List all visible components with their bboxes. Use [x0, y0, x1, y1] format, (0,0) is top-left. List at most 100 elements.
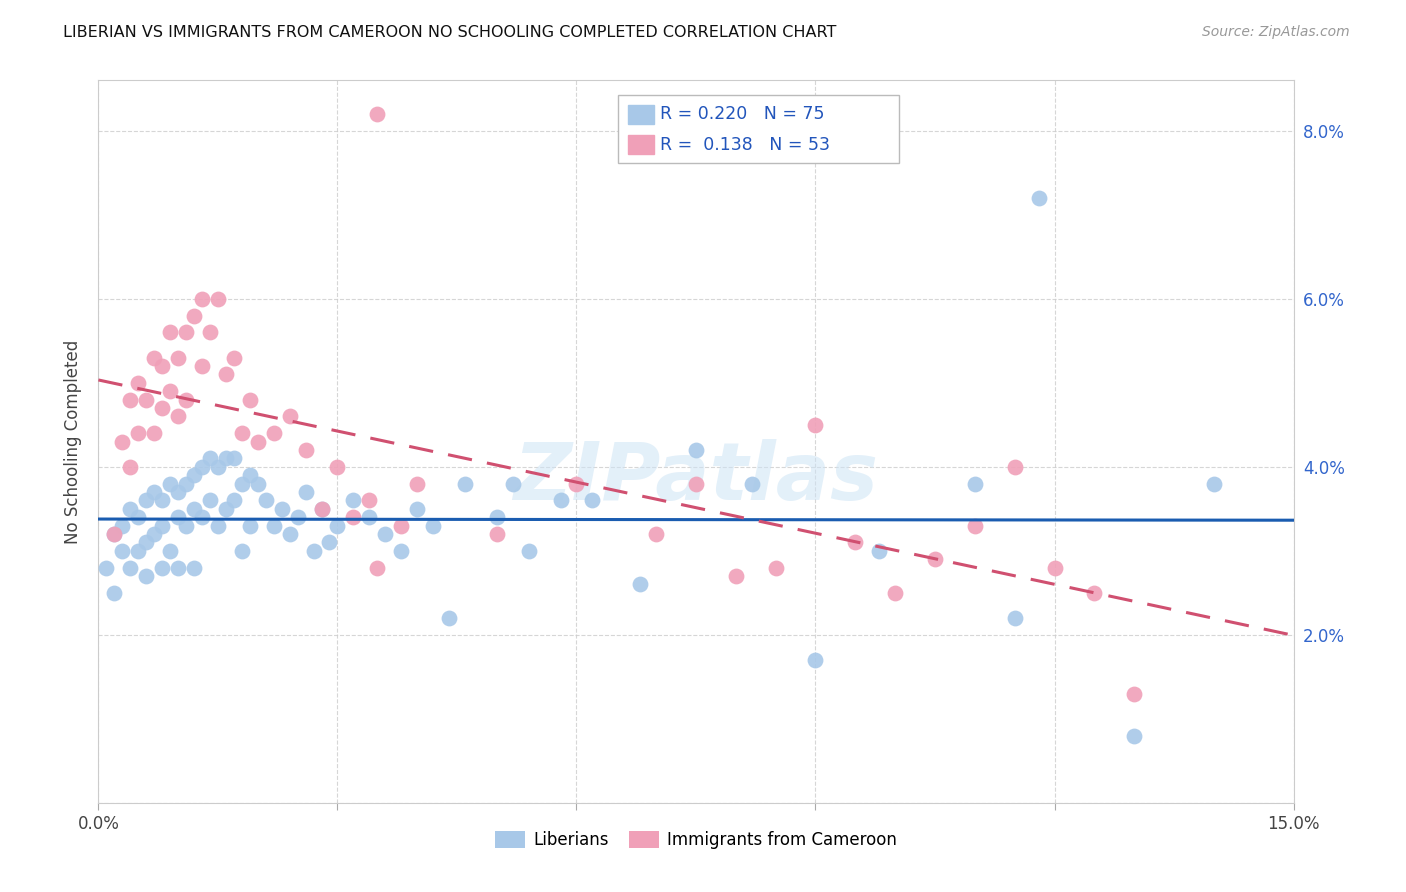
Point — [222, 493, 245, 508]
Point — [143, 426, 166, 441]
Point — [167, 485, 190, 500]
Point — [111, 543, 134, 558]
Point — [246, 476, 269, 491]
Point — [645, 527, 668, 541]
Point — [127, 510, 149, 524]
Point — [294, 442, 316, 457]
Point — [150, 518, 173, 533]
Point — [359, 510, 381, 524]
Point — [207, 292, 229, 306]
Point — [406, 476, 429, 491]
Point — [167, 560, 190, 574]
Point — [389, 518, 412, 533]
Point — [159, 384, 181, 398]
Point — [198, 326, 221, 340]
Point — [183, 309, 205, 323]
Point — [963, 476, 986, 491]
Point — [183, 501, 205, 516]
Point — [239, 518, 262, 533]
Point — [868, 543, 890, 558]
Point — [311, 501, 333, 516]
Point — [437, 611, 460, 625]
Point — [287, 510, 309, 524]
Point — [924, 552, 946, 566]
FancyBboxPatch shape — [628, 105, 654, 124]
Point — [1202, 476, 1225, 491]
Point — [246, 434, 269, 449]
Point — [550, 493, 572, 508]
Point — [1123, 687, 1146, 701]
Point — [239, 392, 262, 407]
FancyBboxPatch shape — [628, 136, 654, 154]
Point — [183, 468, 205, 483]
Point — [191, 292, 214, 306]
Point — [222, 351, 245, 365]
Point — [263, 518, 285, 533]
Point — [207, 459, 229, 474]
Point — [191, 459, 214, 474]
Point — [215, 501, 238, 516]
Point — [103, 527, 125, 541]
Point — [485, 510, 508, 524]
Point — [191, 510, 214, 524]
Point — [254, 493, 277, 508]
Point — [120, 560, 142, 574]
Point — [207, 518, 229, 533]
Point — [120, 459, 142, 474]
Point — [150, 560, 173, 574]
Point — [628, 577, 651, 591]
Point — [135, 392, 157, 407]
Point — [741, 476, 763, 491]
Point — [231, 476, 253, 491]
Point — [278, 527, 301, 541]
Point — [174, 518, 197, 533]
Point — [366, 560, 388, 574]
Text: R =  0.138   N = 53: R = 0.138 N = 53 — [661, 136, 830, 153]
Point — [1123, 729, 1146, 743]
Point — [278, 409, 301, 424]
Point — [198, 451, 221, 466]
Point — [270, 501, 292, 516]
Point — [159, 476, 181, 491]
Point — [263, 426, 285, 441]
Point — [96, 560, 118, 574]
Point — [406, 501, 429, 516]
Legend: Liberians, Immigrants from Cameroon: Liberians, Immigrants from Cameroon — [488, 824, 904, 856]
Y-axis label: No Schooling Completed: No Schooling Completed — [65, 340, 83, 543]
Point — [685, 442, 707, 457]
Point — [884, 586, 907, 600]
Point — [342, 510, 364, 524]
Point — [167, 351, 190, 365]
Point — [581, 493, 603, 508]
Point — [326, 459, 349, 474]
Point — [183, 560, 205, 574]
Point — [724, 569, 747, 583]
Point — [103, 527, 125, 541]
Point — [215, 451, 238, 466]
Point — [294, 485, 316, 500]
Point — [150, 359, 173, 373]
Point — [127, 426, 149, 441]
Point — [143, 351, 166, 365]
Point — [517, 543, 540, 558]
Point — [844, 535, 866, 549]
Point — [174, 392, 197, 407]
Point — [302, 543, 325, 558]
Point — [215, 368, 238, 382]
Point — [374, 527, 396, 541]
Point — [1028, 191, 1050, 205]
Point — [191, 359, 214, 373]
Point — [198, 493, 221, 508]
Point — [318, 535, 340, 549]
Point — [135, 569, 157, 583]
Point — [120, 392, 142, 407]
Text: LIBERIAN VS IMMIGRANTS FROM CAMEROON NO SCHOOLING COMPLETED CORRELATION CHART: LIBERIAN VS IMMIGRANTS FROM CAMEROON NO … — [63, 25, 837, 40]
Point — [685, 476, 707, 491]
Point — [143, 485, 166, 500]
Point — [326, 518, 349, 533]
Point — [231, 426, 253, 441]
Point — [239, 468, 262, 483]
Point — [1043, 560, 1066, 574]
Point — [311, 501, 333, 516]
Point — [804, 417, 827, 432]
